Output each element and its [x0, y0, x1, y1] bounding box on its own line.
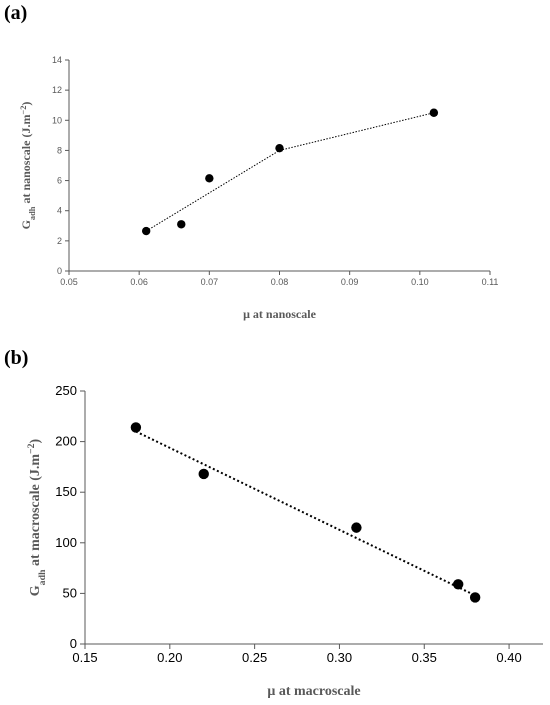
x-tick-label-b: 0.25: [242, 650, 267, 665]
x-tick-label-a: 0.10: [411, 277, 429, 287]
x-tick-label-a: 0.05: [60, 277, 78, 287]
x-tick-label-b: 0.15: [72, 650, 97, 665]
data-point-b: [351, 522, 362, 533]
panel-a-label: (a): [4, 2, 28, 24]
x-tick-label-a: 0.08: [271, 277, 289, 287]
data-point-b: [469, 592, 481, 603]
data-point-b: [452, 579, 464, 590]
data-point-a: [177, 220, 186, 229]
data-point-b: [130, 422, 142, 433]
y-tick-label-a: 8: [57, 145, 62, 155]
x-axis-title-a: μ at nanoscale: [243, 307, 316, 321]
panel-b-label: (b): [4, 347, 29, 369]
x-tick-label-a: 0.06: [130, 277, 148, 287]
y-tick-label-a: 14: [52, 55, 62, 65]
x-tick-label-b: 0.40: [496, 650, 521, 665]
y-axis-title-a: Gadh at nanoscale (J.m−2): [19, 102, 37, 230]
y-tick-label-b: 250: [55, 383, 77, 398]
y-tick-label-a: 12: [52, 85, 62, 95]
x-tick-label-a: 0.07: [201, 277, 219, 287]
data-point-b: [198, 468, 209, 480]
y-tick-label-a: 4: [57, 206, 62, 216]
x-tick-label-a: 0.11: [482, 277, 499, 287]
y-tick-label-b: 150: [55, 484, 77, 499]
data-point-a: [205, 174, 214, 183]
trendline-a: [145, 112, 434, 232]
data-point-a: [141, 226, 151, 236]
y-tick-label-b: 200: [55, 434, 77, 449]
y-tick-label-b: 50: [63, 585, 77, 600]
y-tick-label-b: 0: [70, 636, 77, 651]
data-point-a: [275, 143, 284, 153]
y-tick-label-b: 100: [55, 535, 77, 550]
y-tick-label-a: 2: [57, 236, 62, 246]
x-tick-label-a: 0.09: [341, 277, 359, 287]
y-tick-label-a: 6: [57, 176, 62, 186]
x-axis-title-b: μ at macroscale: [267, 684, 360, 699]
trendline-b: [135, 430, 476, 597]
y-tick-label-a: 0: [57, 266, 62, 276]
x-tick-label-b: 0.20: [157, 650, 182, 665]
x-tick-label-b: 0.35: [412, 650, 437, 665]
y-tick-label-a: 10: [52, 115, 62, 125]
x-tick-label-b: 0.30: [327, 650, 352, 665]
y-axis-title-b: Gadh at macroscale (J.m−2): [26, 438, 48, 596]
data-point-a: [429, 108, 439, 117]
